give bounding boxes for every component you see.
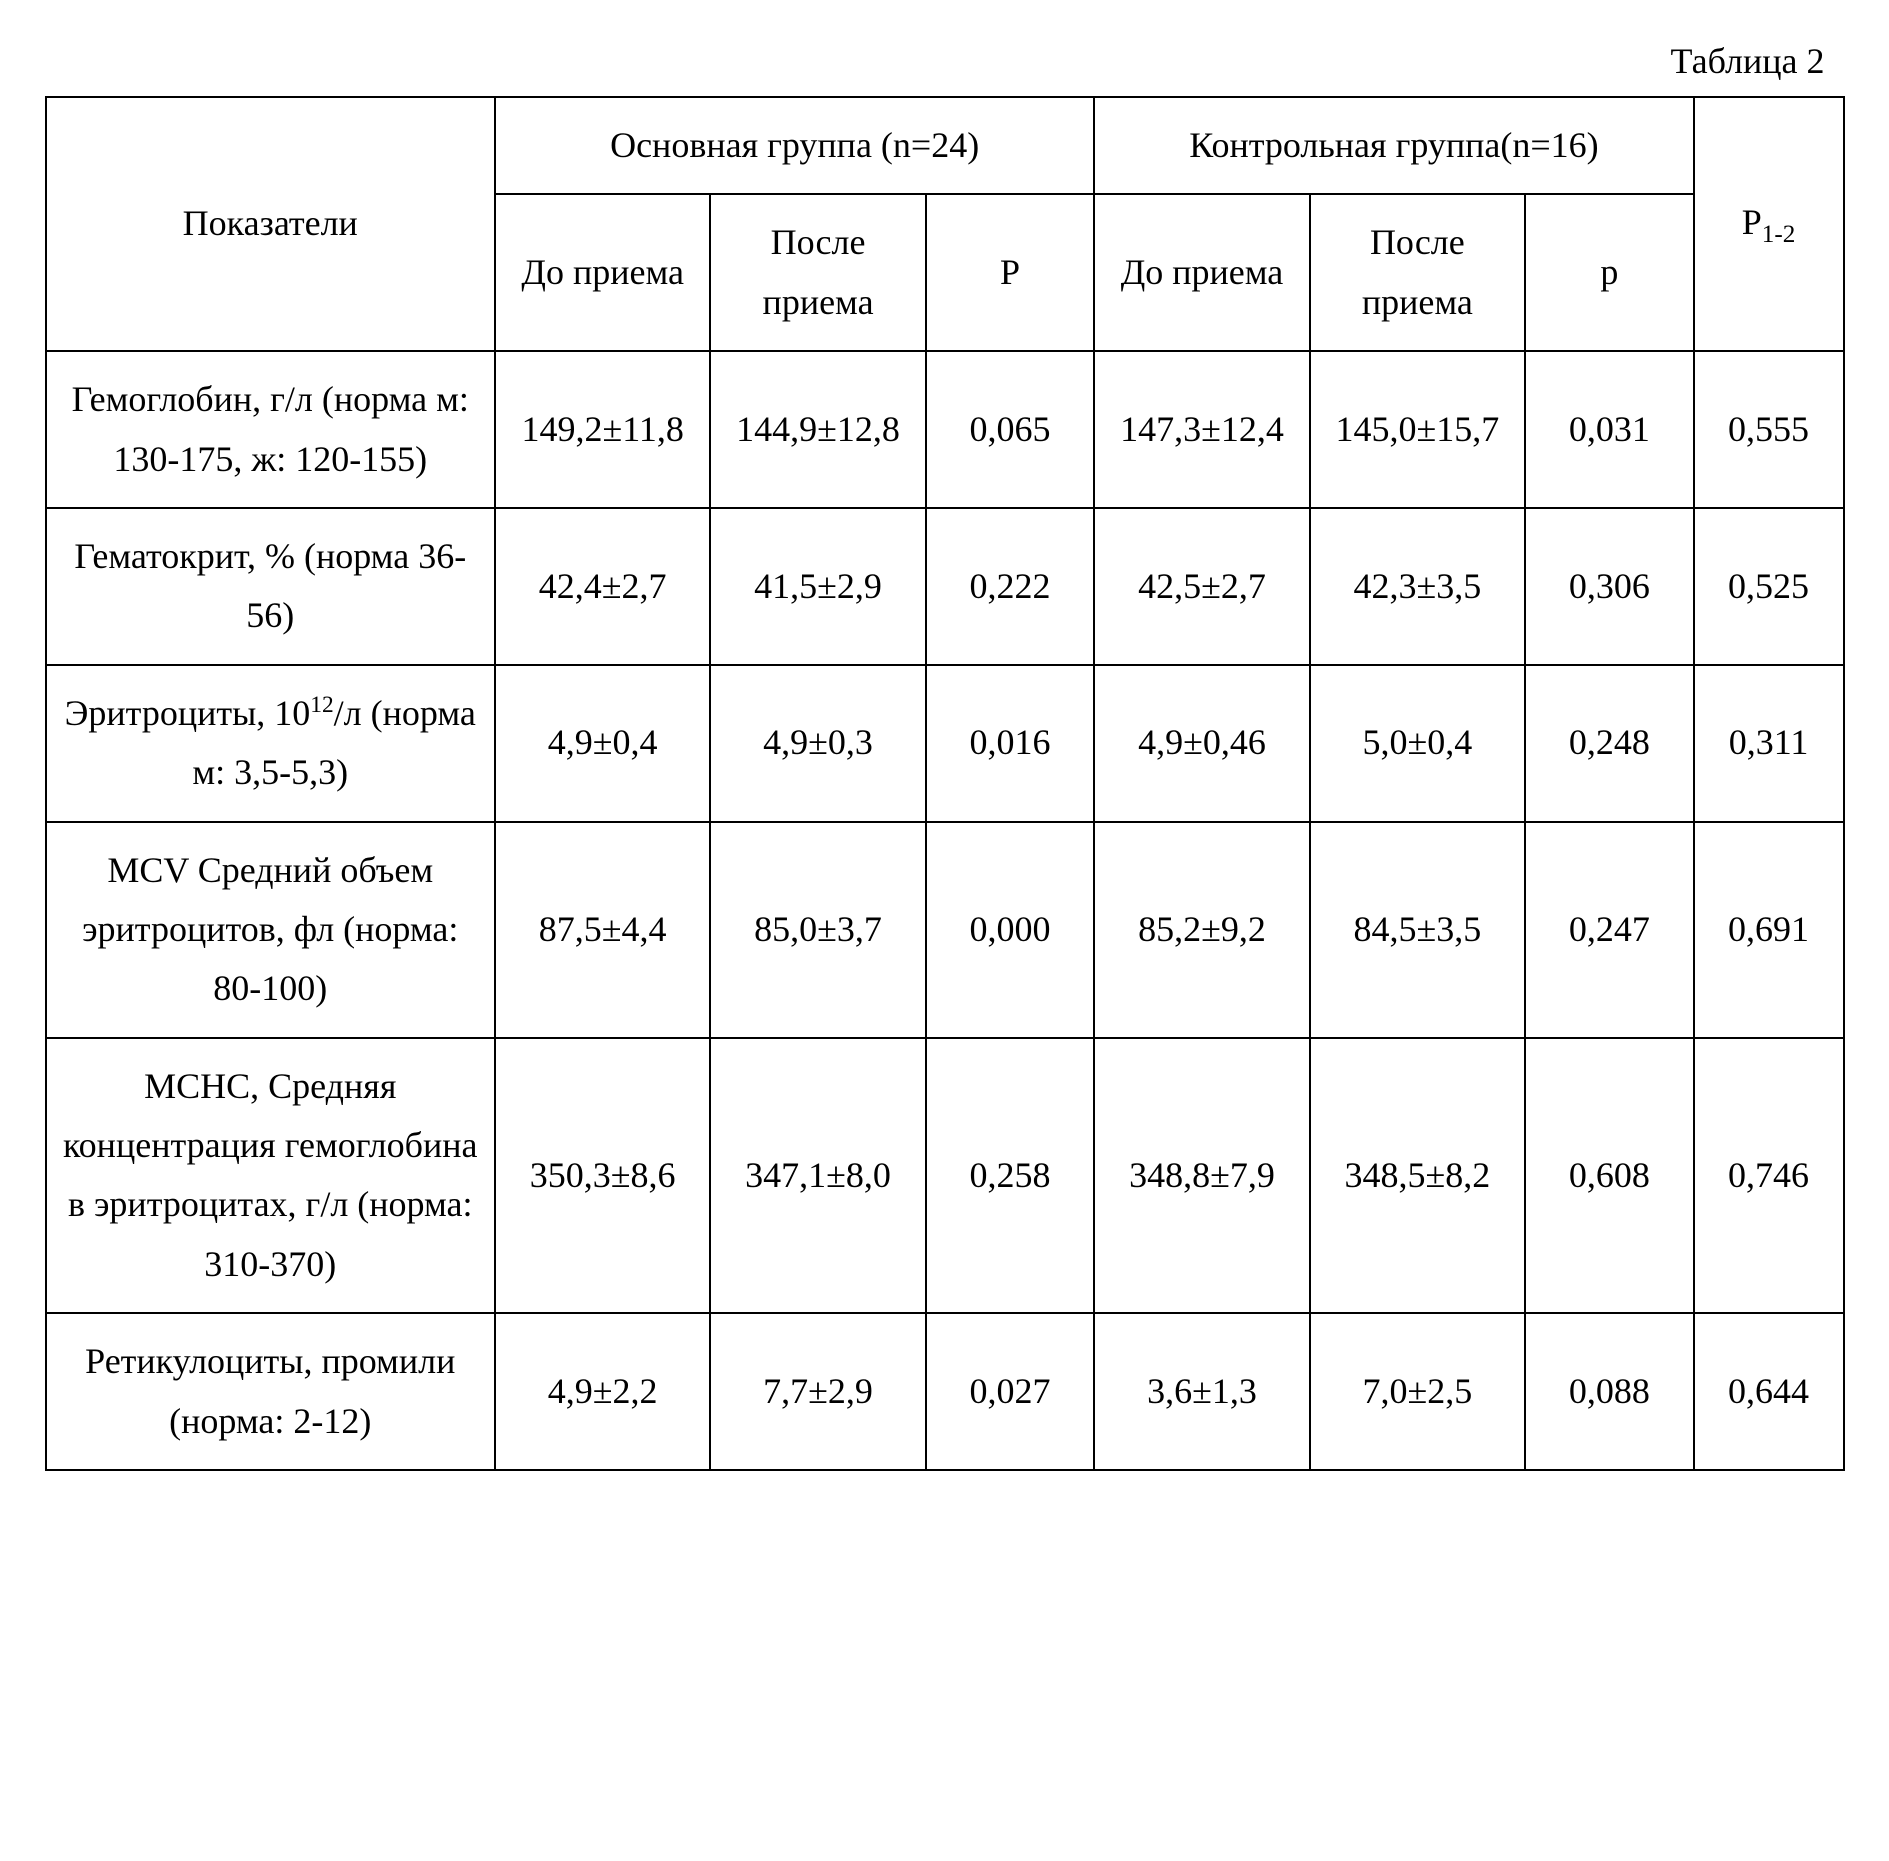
cell-m_p: 0,065	[926, 351, 1095, 508]
cell-m_after: 41,5±2,9	[710, 508, 925, 665]
cell-p12: 0,525	[1694, 508, 1844, 665]
cell-m_before: 4,9±0,4	[495, 665, 710, 822]
cell-indicator: MCV Средний объем эритроцитов, фл (норма…	[46, 822, 496, 1038]
table-row: MCV Средний объем эритроцитов, фл (норма…	[46, 822, 1844, 1038]
col-control-group: Контрольная группа(n=16)	[1094, 97, 1693, 194]
col-main-before: До приема	[495, 194, 710, 351]
data-table: Показатели Основная группа (n=24) Контро…	[45, 96, 1845, 1471]
cell-indicator: Ретикулоциты, промили (норма: 2-12)	[46, 1313, 496, 1470]
cell-c_after: 42,3±3,5	[1310, 508, 1525, 665]
header-row-1: Показатели Основная группа (n=24) Контро…	[46, 97, 1844, 194]
cell-c_p: 0,608	[1525, 1038, 1694, 1314]
cell-m_p: 0,258	[926, 1038, 1095, 1314]
col-main-p: P	[926, 194, 1095, 351]
cell-m_before: 87,5±4,4	[495, 822, 710, 1038]
cell-m_p: 0,000	[926, 822, 1095, 1038]
cell-c_before: 3,6±1,3	[1094, 1313, 1309, 1470]
cell-p12: 0,311	[1694, 665, 1844, 822]
table-caption: Таблица 2	[45, 40, 1845, 82]
cell-c_p: 0,088	[1525, 1313, 1694, 1470]
col-indicators: Показатели	[46, 97, 496, 351]
cell-c_before: 147,3±12,4	[1094, 351, 1309, 508]
cell-m_after: 144,9±12,8	[710, 351, 925, 508]
cell-p12: 0,691	[1694, 822, 1844, 1038]
cell-c_p: 0,248	[1525, 665, 1694, 822]
table-row: Гематокрит, % (норма 36-56)42,4±2,741,5±…	[46, 508, 1844, 665]
table-row: MCHC, Средняя концентрация гемоглобина в…	[46, 1038, 1844, 1314]
cell-p12: 0,644	[1694, 1313, 1844, 1470]
table-row: Гемоглобин, г/л (норма м: 130-175, ж: 12…	[46, 351, 1844, 508]
table-row: Эритроциты, 1012/л (норма м: 3,5-5,3)4,9…	[46, 665, 1844, 822]
cell-indicator: Гемоглобин, г/л (норма м: 130-175, ж: 12…	[46, 351, 496, 508]
cell-c_p: 0,031	[1525, 351, 1694, 508]
cell-m_before: 4,9±2,2	[495, 1313, 710, 1470]
cell-indicator: Гематокрит, % (норма 36-56)	[46, 508, 496, 665]
col-main-after: После приема	[710, 194, 925, 351]
cell-indicator: MCHC, Средняя концентрация гемоглобина в…	[46, 1038, 496, 1314]
cell-m_after: 347,1±8,0	[710, 1038, 925, 1314]
cell-indicator: Эритроциты, 1012/л (норма м: 3,5-5,3)	[46, 665, 496, 822]
cell-c_before: 4,9±0,46	[1094, 665, 1309, 822]
cell-m_p: 0,027	[926, 1313, 1095, 1470]
col-main-group: Основная группа (n=24)	[495, 97, 1094, 194]
col-ctrl-before: До приема	[1094, 194, 1309, 351]
cell-c_p: 0,306	[1525, 508, 1694, 665]
cell-m_before: 42,4±2,7	[495, 508, 710, 665]
table-row: Ретикулоциты, промили (норма: 2-12)4,9±2…	[46, 1313, 1844, 1470]
cell-m_after: 85,0±3,7	[710, 822, 925, 1038]
cell-c_before: 85,2±9,2	[1094, 822, 1309, 1038]
cell-c_after: 145,0±15,7	[1310, 351, 1525, 508]
cell-m_p: 0,016	[926, 665, 1095, 822]
cell-m_before: 149,2±11,8	[495, 351, 710, 508]
cell-c_before: 348,8±7,9	[1094, 1038, 1309, 1314]
table-body: Гемоглобин, г/л (норма м: 130-175, ж: 12…	[46, 351, 1844, 1470]
col-ctrl-after: После приема	[1310, 194, 1525, 351]
cell-c_after: 84,5±3,5	[1310, 822, 1525, 1038]
cell-c_p: 0,247	[1525, 822, 1694, 1038]
cell-m_before: 350,3±8,6	[495, 1038, 710, 1314]
cell-c_after: 348,5±8,2	[1310, 1038, 1525, 1314]
cell-m_after: 4,9±0,3	[710, 665, 925, 822]
col-p12: P1-2	[1694, 97, 1844, 351]
cell-p12: 0,746	[1694, 1038, 1844, 1314]
cell-m_p: 0,222	[926, 508, 1095, 665]
cell-c_before: 42,5±2,7	[1094, 508, 1309, 665]
cell-c_after: 5,0±0,4	[1310, 665, 1525, 822]
col-ctrl-p: p	[1525, 194, 1694, 351]
cell-p12: 0,555	[1694, 351, 1844, 508]
cell-m_after: 7,7±2,9	[710, 1313, 925, 1470]
cell-c_after: 7,0±2,5	[1310, 1313, 1525, 1470]
